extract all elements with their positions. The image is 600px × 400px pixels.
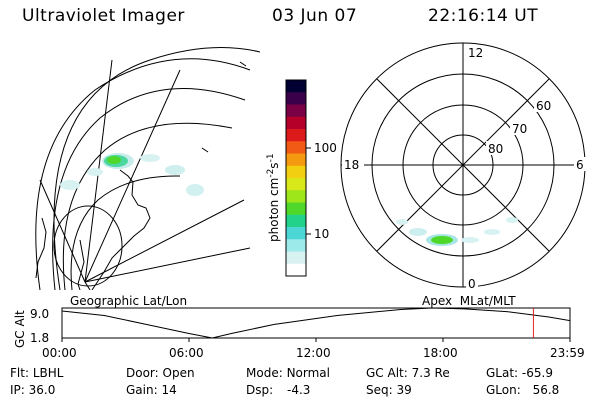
time-axis-ticks — [61, 338, 571, 342]
colorbar-label-10: 10 — [314, 227, 329, 241]
colorbar-band — [286, 227, 306, 240]
time-tick-0: 00:00 — [42, 346, 77, 360]
mlat-label-60: 60 — [536, 99, 551, 113]
mlt-label-6: 6 — [576, 158, 584, 172]
observation-time: 22:16:14 UT — [428, 6, 539, 26]
gain-readout: Gain: 14 — [126, 383, 177, 397]
ip-readout: IP: 36.0 — [10, 383, 55, 397]
altitude-curve — [61, 307, 571, 339]
glon-readout: GLon: 56.8 — [486, 383, 559, 397]
time-tick-3: 18:00 — [423, 346, 458, 360]
geo-aurora — [60, 153, 204, 196]
observation-date: 03 Jun 07 — [272, 6, 358, 26]
door-readout: Door: Open — [126, 366, 195, 380]
door-label: Door: — [126, 366, 159, 380]
colorbar-band — [286, 263, 306, 277]
mode-value: Normal — [286, 366, 330, 380]
seq-value: 39 — [396, 383, 412, 397]
colorbar-band — [286, 141, 306, 155]
time-tick-2: 12:00 — [296, 346, 331, 360]
door-value: Open — [162, 366, 195, 380]
mode-readout: Mode: Normal — [246, 366, 330, 380]
geographic-panel-label: Geographic Lat/Lon — [70, 294, 188, 308]
polar-aurora — [396, 217, 518, 246]
seq-readout: Seq: 39 — [366, 383, 412, 397]
gain-label: Gain: — [126, 383, 158, 397]
filter-value: LBHL — [32, 366, 64, 380]
time-tick-4: 23:59 — [550, 346, 585, 360]
gain-value: 14 — [161, 383, 177, 397]
colorbar-band — [286, 153, 306, 167]
ip-label: IP: — [10, 383, 25, 397]
mlat-label-70: 70 — [512, 122, 527, 136]
seq-label: Seq: — [366, 383, 393, 397]
colorbar-band — [286, 214, 306, 228]
time-tick-1: 06:00 — [169, 346, 204, 360]
coastline — [35, 169, 151, 290]
gc-alt-label: GC Alt: — [366, 366, 408, 380]
mlat-label-80: 80 — [488, 142, 503, 156]
colorbar-band — [286, 80, 306, 93]
mode-label: Mode: — [246, 366, 283, 380]
mlt-label-0: 0 — [468, 277, 476, 291]
gc-alt-value: 7.3 Re — [411, 366, 450, 380]
colorbar-frame — [285, 79, 307, 277]
geographic-grid — [35, 47, 260, 290]
colorbar-band — [286, 239, 306, 253]
colorbar-gradient — [286, 80, 306, 277]
colorbar-unit-label: photon cm-2s-1 — [266, 153, 281, 242]
glon-label: GLon: — [486, 383, 521, 397]
instrument-title: Ultraviolet Imager — [22, 6, 185, 26]
colorbar-band — [286, 116, 306, 130]
colorbar-band — [286, 178, 306, 191]
glat-value: -65.9 — [521, 366, 553, 380]
mlt-label-12: 12 — [468, 46, 483, 60]
dsp-readout: Dsp: -4.3 — [246, 383, 310, 397]
ip-value: 36.0 — [28, 383, 56, 397]
colorbar-band — [286, 129, 306, 142]
mlt-label-18: 18 — [344, 158, 359, 172]
dsp-value: -4.3 — [286, 383, 311, 397]
dsp-label: Dsp: — [246, 383, 274, 397]
altitude-tick-top: 9.0 — [30, 307, 49, 321]
glat-label: GLat: — [486, 366, 519, 380]
altitude-axis-label: GC Alt — [13, 310, 27, 348]
glon-value: 56.8 — [532, 383, 560, 397]
colorbar-label-100: 100 — [314, 141, 337, 155]
colorbar-band — [286, 104, 306, 118]
altitude-tick-bottom: 1.8 — [30, 331, 49, 345]
colorbar-band — [286, 202, 306, 216]
glat-readout: GLat: -65.9 — [486, 366, 553, 380]
gc-alt-readout: GC Alt: 7.3 Re — [366, 366, 450, 380]
filter-label: Flt: — [10, 366, 29, 380]
colorbar-band — [286, 92, 306, 106]
colorbar-band — [286, 190, 306, 204]
polar-panel-label: Apex MLat/MLT — [422, 294, 516, 308]
filter-readout: Flt: LBHL — [10, 366, 63, 380]
colorbar-band — [286, 251, 306, 265]
colorbar-band — [286, 165, 306, 179]
